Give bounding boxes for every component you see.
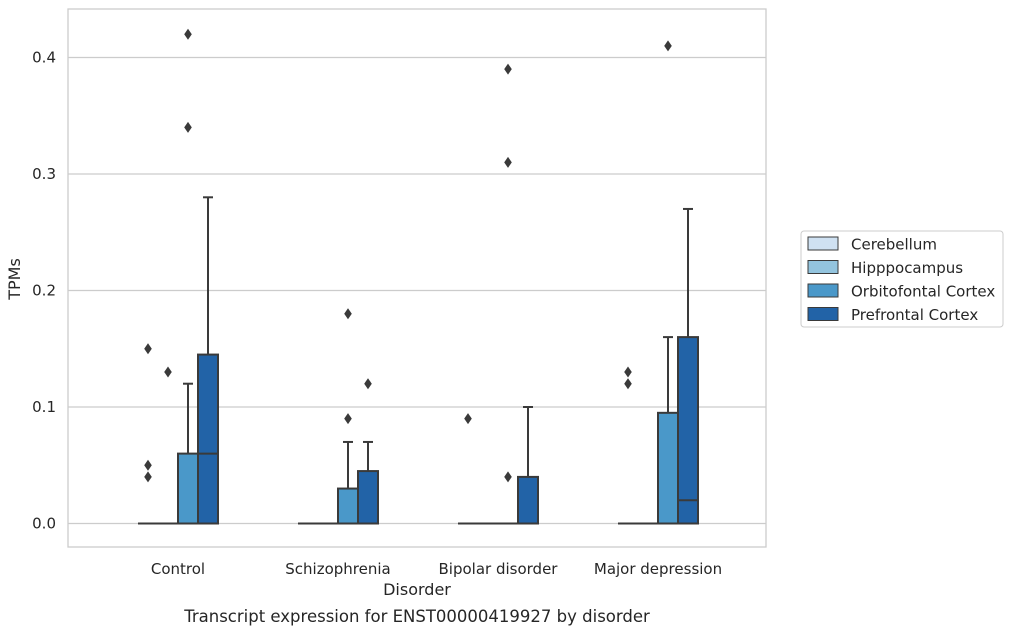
outlier-point bbox=[184, 121, 192, 133]
outlier-point bbox=[344, 308, 352, 320]
outlier-point bbox=[504, 156, 512, 168]
outlier-point bbox=[344, 413, 352, 425]
chart-caption: Transcript expression for ENST0000041992… bbox=[183, 607, 650, 626]
outlier-point bbox=[624, 366, 632, 378]
x-tick-label: Major depression bbox=[594, 560, 722, 578]
outlier-point bbox=[504, 63, 512, 75]
box-group bbox=[197, 196, 219, 525]
y-tick-label: 0.4 bbox=[32, 49, 56, 67]
x-axis-label: Disorder bbox=[383, 580, 451, 599]
outlier-point bbox=[504, 471, 512, 483]
legend-swatch bbox=[807, 260, 839, 274]
box bbox=[657, 411, 679, 525]
legend-swatch bbox=[807, 307, 839, 321]
box-plot-area bbox=[138, 28, 699, 525]
x-tick-label: Control bbox=[151, 560, 205, 578]
y-axis-label: TPMs bbox=[5, 258, 24, 301]
outlier-point bbox=[364, 378, 372, 390]
box-group bbox=[677, 207, 699, 525]
box-group bbox=[517, 406, 539, 525]
box-group bbox=[357, 378, 379, 525]
y-tick-label: 0.1 bbox=[32, 398, 56, 416]
box-group bbox=[657, 40, 679, 525]
y-tick-label: 0.3 bbox=[32, 165, 56, 183]
box-group bbox=[177, 28, 199, 525]
outlier-point bbox=[144, 459, 152, 471]
box-group bbox=[458, 413, 478, 525]
outlier-point bbox=[144, 343, 152, 355]
plot-frame bbox=[67, 8, 767, 548]
legend-label: Cerebellum bbox=[851, 236, 937, 254]
box-group bbox=[138, 343, 158, 525]
outlier-point bbox=[164, 366, 172, 378]
x-tick-label: Schizophrenia bbox=[285, 560, 390, 578]
box-group bbox=[158, 366, 178, 525]
x-tick-label: Bipolar disorder bbox=[439, 560, 559, 578]
legend: Cerebellum Hipppocampus Orbitofontal Corte… bbox=[800, 230, 1004, 328]
y-axis-ticks: 0.0 0.1 0.2 0.3 0.4 bbox=[32, 49, 56, 533]
legend-label: Orbitofontal Cortex bbox=[851, 283, 995, 301]
legend-label: Hipppocampus bbox=[851, 259, 963, 277]
box bbox=[677, 336, 699, 525]
box-group bbox=[618, 366, 638, 525]
box bbox=[517, 475, 539, 525]
outlier-point bbox=[664, 40, 672, 52]
outlier-point bbox=[144, 471, 152, 483]
y-tick-label: 0.2 bbox=[32, 282, 56, 300]
legend-label: Prefrontal Cortex bbox=[851, 306, 978, 324]
box-group bbox=[337, 308, 359, 525]
box bbox=[197, 353, 219, 525]
outlier-point bbox=[184, 28, 192, 40]
box bbox=[357, 470, 379, 525]
legend-swatch bbox=[807, 236, 839, 251]
y-tick-label: 0.0 bbox=[32, 515, 56, 533]
outlier-point bbox=[624, 378, 632, 390]
box bbox=[177, 452, 199, 525]
x-axis-ticks: Control Schizophrenia Bipolar disorder Majo… bbox=[151, 560, 722, 578]
outlier-point bbox=[464, 413, 472, 425]
box-group bbox=[498, 63, 518, 525]
box bbox=[337, 487, 359, 525]
legend-swatch bbox=[807, 283, 839, 298]
legend-frame bbox=[800, 230, 1004, 328]
